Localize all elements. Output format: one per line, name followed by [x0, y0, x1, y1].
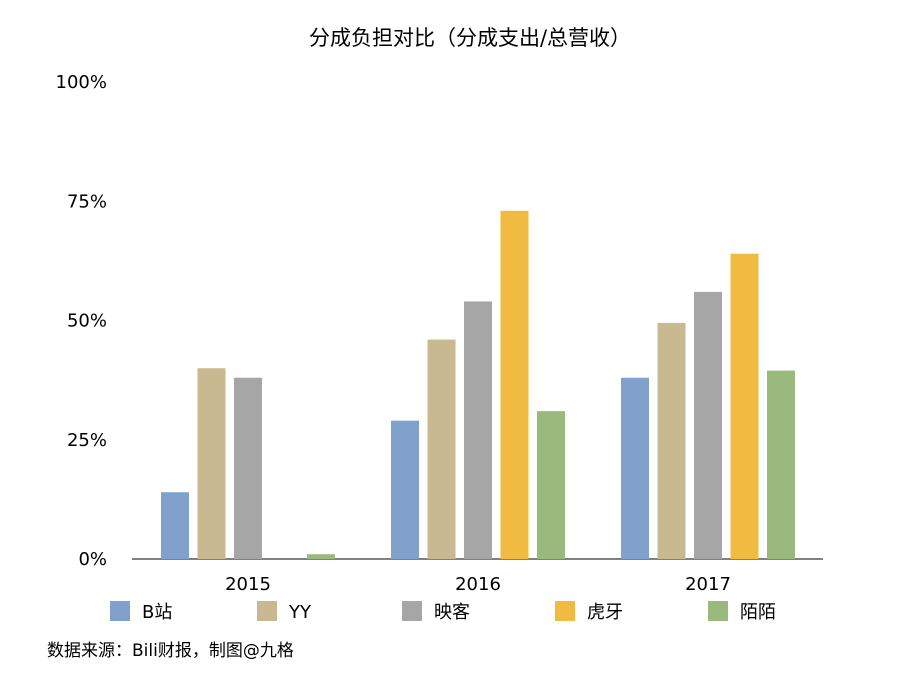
bar — [391, 420, 419, 559]
legend-label: B站 — [142, 602, 172, 623]
legend-swatch — [110, 601, 130, 621]
legend-label: 陌陌 — [740, 602, 776, 623]
bar — [464, 301, 492, 559]
y-tick-label: 50% — [67, 311, 107, 332]
x-tick-label: 2016 — [455, 574, 501, 595]
y-tick-label: 75% — [67, 191, 107, 212]
y-tick-label: 25% — [67, 430, 107, 451]
legend-item: 映客 — [402, 601, 470, 623]
legend-swatch — [402, 601, 422, 621]
x-tick-label: 2017 — [685, 574, 731, 595]
x-axis: 2015 2016 2017 — [225, 574, 731, 595]
y-tick-label: 0% — [78, 549, 107, 570]
legend-label: 映客 — [434, 602, 470, 623]
legend-item: 虎牙 — [555, 601, 623, 623]
bar — [234, 377, 262, 559]
legend-swatch — [555, 601, 575, 621]
chart-title: 分成负担对比（分成支出/总营收） — [309, 26, 631, 50]
legend-swatch — [708, 601, 728, 621]
source-note: 数据来源：Bili财报，制图@九格 — [47, 641, 294, 661]
bar — [767, 370, 795, 559]
x-tick-label: 2015 — [225, 574, 271, 595]
bar — [500, 210, 529, 560]
bar — [307, 554, 335, 559]
legend: B站 YY 映客 虎牙 陌陌 — [110, 601, 776, 623]
legend-swatch — [257, 601, 277, 621]
bar — [427, 339, 456, 559]
y-tick-label: 100% — [56, 72, 107, 93]
legend-item: 陌陌 — [708, 601, 776, 623]
legend-item: B站 — [110, 601, 172, 623]
bar — [657, 322, 686, 559]
bar — [197, 368, 226, 559]
bars — [161, 210, 795, 560]
bar — [537, 411, 565, 559]
legend-label: 虎牙 — [587, 602, 623, 623]
legend-label: YY — [288, 602, 312, 623]
legend-item: YY — [257, 601, 312, 623]
bar — [694, 291, 722, 559]
bar — [161, 492, 189, 559]
bar — [621, 377, 649, 559]
y-axis: 0% 25% 50% 75% 100% — [56, 72, 107, 570]
bar — [730, 253, 759, 559]
